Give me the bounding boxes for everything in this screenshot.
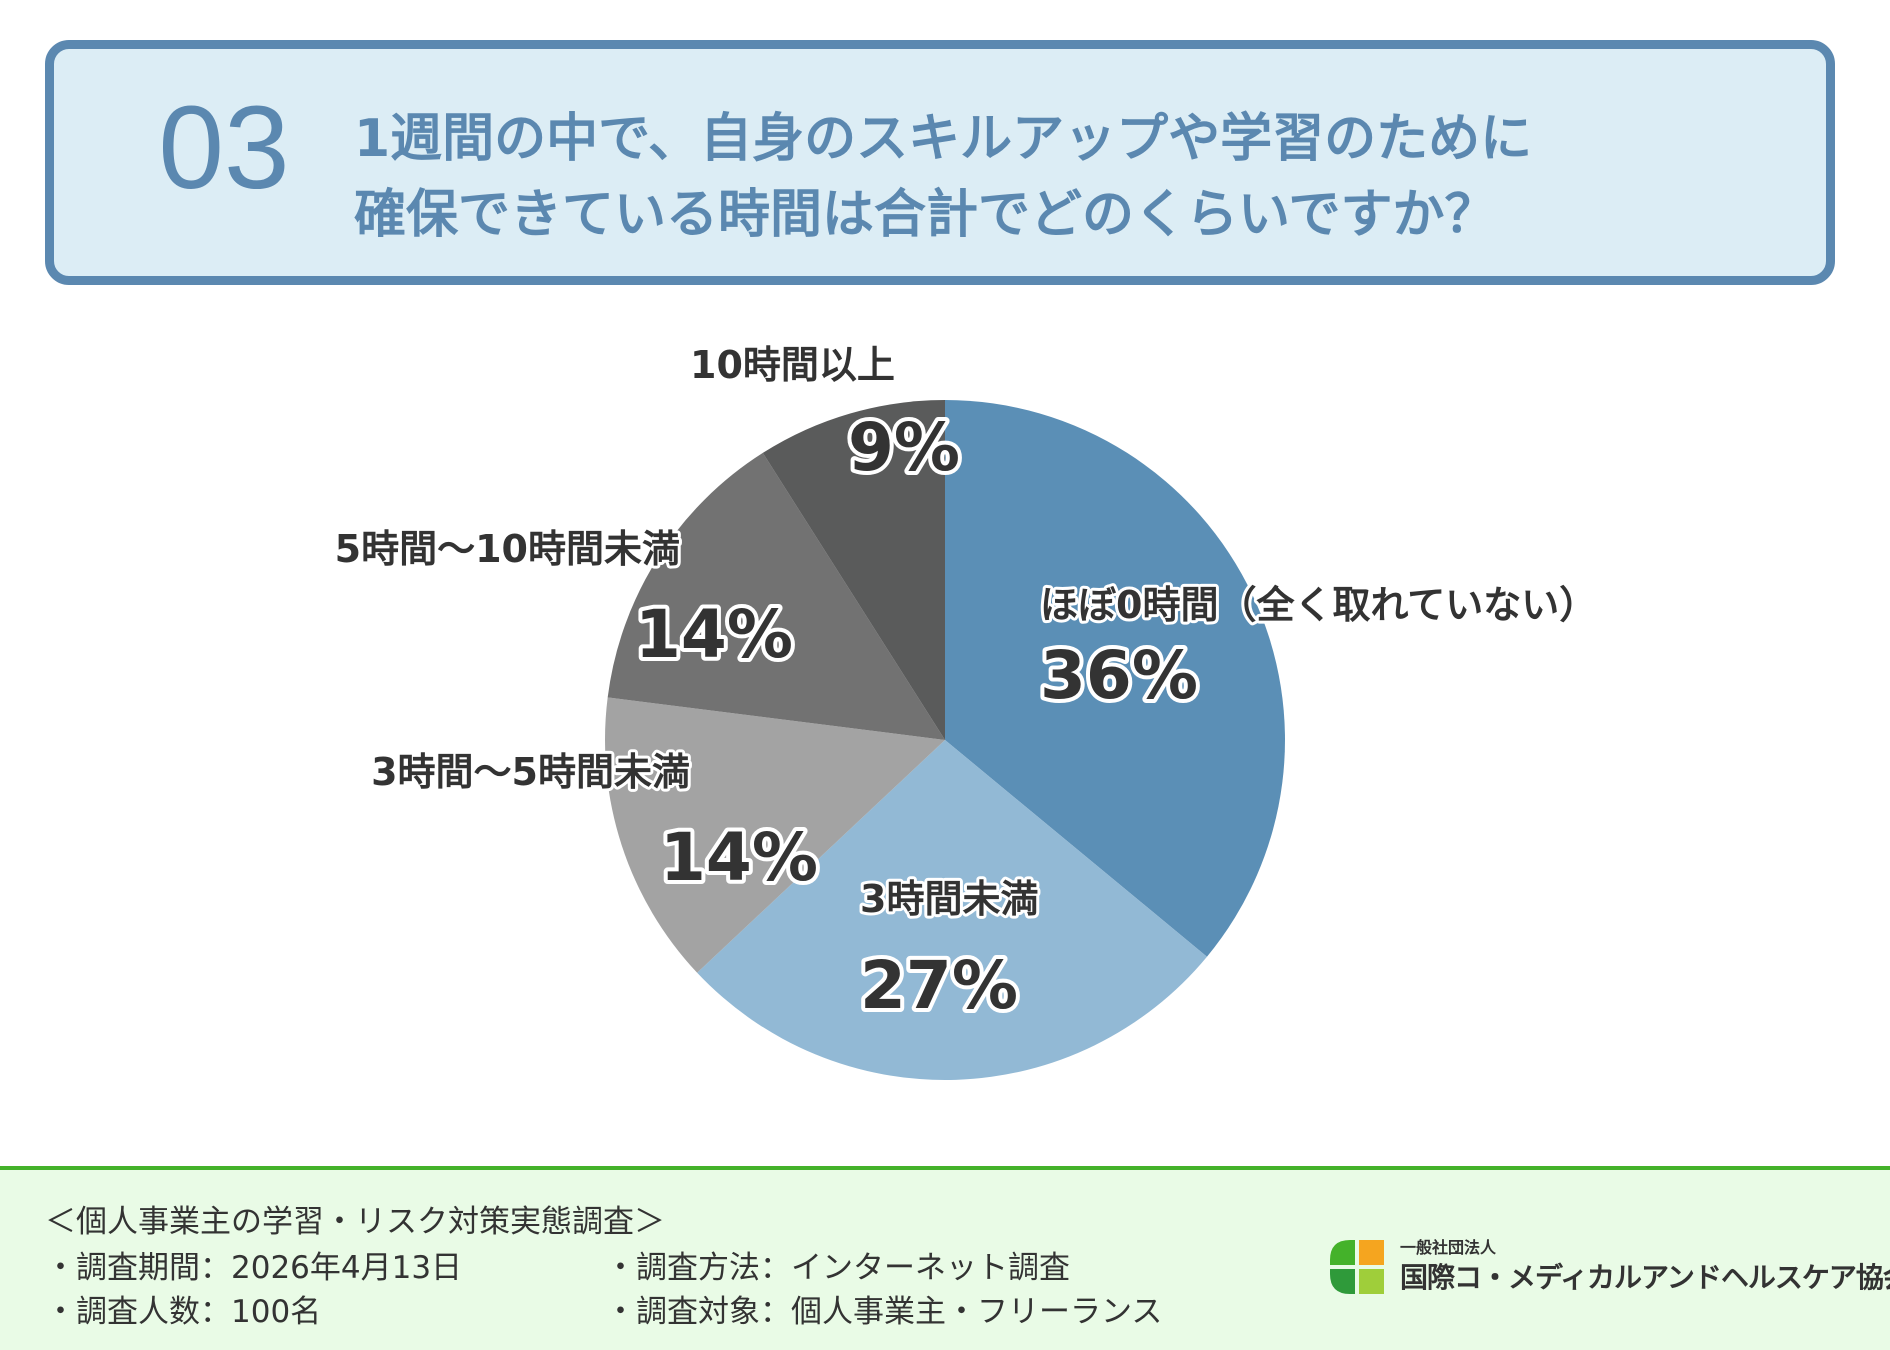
question-text: 1週間の中で、自身のスキルアップや学習のために 確保できている時間は合計でどのく… xyxy=(354,101,1774,253)
survey-method: ・調査方法：インターネット調査 xyxy=(605,1250,1070,1286)
slice-label: 3時間〜5時間未満 xyxy=(371,750,690,794)
pie-slice xyxy=(604,697,945,973)
question-header: 03 1週間の中で、自身のスキルアップや学習のために 確保できている時間は合計で… xyxy=(45,40,1835,285)
question-line-1: 1週間の中で、自身のスキルアップや学習のために xyxy=(354,109,1533,169)
logo-subtitle: 一般社団法人 xyxy=(1400,1238,1497,1257)
organization-logo: 一般社団法人 国際コ・メディカルアンドヘルスケア協会 xyxy=(1328,1234,1890,1314)
survey-period: ・調査期間：2026年4月13日 xyxy=(45,1250,463,1286)
pie-slice xyxy=(945,400,1285,957)
pie-slice xyxy=(762,400,945,740)
slice-percent-label: 14% xyxy=(635,596,793,673)
slice-label: 3時間未満 xyxy=(860,877,1038,921)
logo-name: 国際コ・メディカルアンドヘルスケア協会 xyxy=(1400,1261,1890,1294)
slice-percent-label: 14% xyxy=(660,819,818,896)
survey-title: ＜個人事業主の学習・リスク対策実態調査＞ xyxy=(45,1204,665,1240)
pie-slice xyxy=(697,740,1207,1080)
question-number: 03 xyxy=(158,82,290,214)
slice-percent-label: 9% xyxy=(848,409,960,486)
pie-chart: ほぼ0時間（全く取れていない） 36% 3時間未満 27% 3時間〜5時間未満 14% 5時… xyxy=(332,340,1600,1080)
survey-target: ・調査対象：個人事業主・フリーランス xyxy=(605,1294,1163,1330)
slice-label: 5時間〜10時間未満 xyxy=(335,527,680,571)
pie-slice xyxy=(607,452,945,740)
survey-respondents: ・調査人数：100名 xyxy=(45,1294,322,1330)
slice-label: 10時間以上 xyxy=(690,343,895,387)
question-line-2: 確保できている時間は合計でどのくらいですか？ xyxy=(354,185,1497,245)
slice-label: ほぼ0時間（全く取れていない） xyxy=(1040,583,1597,627)
survey-footer: ＜個人事業主の学習・リスク対策実態調査＞ ・調査期間：2026年4月13日 ・調… xyxy=(0,1166,1890,1350)
slice-percent-label: 27% xyxy=(860,947,1018,1024)
cross-logo-icon xyxy=(1330,1240,1384,1294)
slice-percent-label: 36% xyxy=(1040,637,1198,714)
